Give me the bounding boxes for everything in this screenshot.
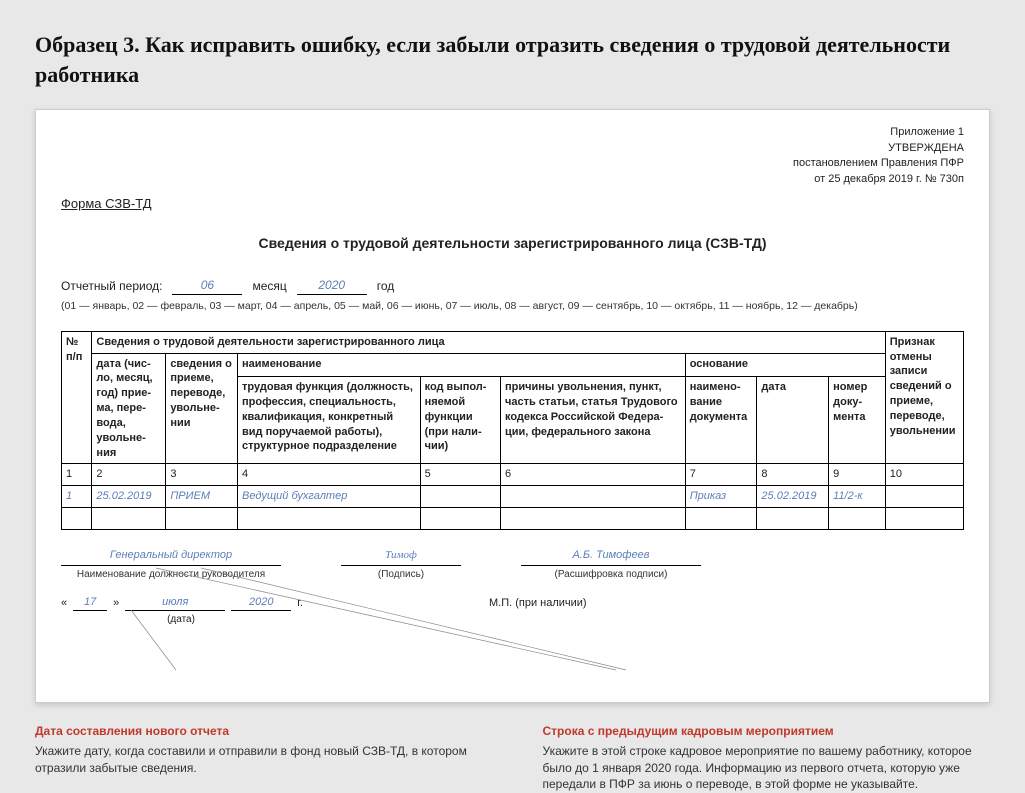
cell-n: 1 (62, 486, 92, 508)
colnum: 6 (500, 464, 685, 486)
period-month-word: месяц (252, 278, 286, 294)
signatures-row: Генеральный директор Наименование должно… (61, 548, 964, 581)
th-npp: № п/п (62, 331, 92, 464)
date-month: июля (125, 595, 225, 611)
colnum: 2 (92, 464, 166, 486)
annotation-right: Строка с предыдущим кадровым мероприятие… (543, 723, 991, 793)
sig-name-label: (Расшифровка подписи) (521, 568, 701, 582)
annotation-right-body: Укажите в этой строке кадровое мероприят… (543, 743, 991, 793)
th-func: трудовая функция (должность, профессия, … (238, 377, 421, 464)
approval-block: Приложение 1 УТВЕРЖДЕНА постановлением П… (61, 125, 964, 187)
annotation-left-body: Укажите дату, когда составили и отправил… (35, 743, 483, 777)
date-g: г. (297, 596, 303, 611)
colnum: 9 (829, 464, 886, 486)
cell-cancel (885, 486, 963, 508)
approval-line: УТВЕРЖДЕНА (61, 141, 964, 156)
annotation-left: Дата составления нового отчета Укажите д… (35, 723, 483, 793)
th-code: код выпол­няемой функции (при нали­чии) (420, 377, 500, 464)
approval-line: Приложение 1 (61, 125, 964, 140)
colnum: 7 (685, 464, 757, 486)
colnum: 1 (62, 464, 92, 486)
th-main: Сведения о трудовой деятельности зарегис… (92, 331, 885, 353)
mp: М.П. (при наличии) (489, 596, 587, 611)
th-basis: основание (685, 353, 885, 377)
sig-name-value: А.Б. Тимофеев (521, 548, 701, 566)
approval-line: постановлением Правления ПФР (61, 156, 964, 171)
date-day: 17 (73, 595, 107, 611)
blank-row (62, 508, 964, 530)
cell-sved: ПРИЕМ (166, 486, 238, 508)
sig-name: А.Б. Тимофеев (Расшифровка подписи) (521, 548, 701, 581)
th-date: дата (чис­ло, месяц, год) прие­ма, пере­… (92, 353, 166, 464)
cell-docnum: 11/2-к (829, 486, 886, 508)
th-cancel: Признак отмены записи сведений о приеме,… (885, 331, 963, 464)
sig-position-value: Генеральный директор (61, 548, 281, 566)
date-year: 2020 (231, 595, 291, 611)
period-year-word: год (377, 278, 395, 294)
colnum: 4 (238, 464, 421, 486)
colnums-row: 1 2 3 4 5 6 7 8 9 10 (62, 464, 964, 486)
approval-line: от 25 декабря 2019 г. № 730п (61, 172, 964, 187)
sig-sign: Тимоф (Подпись) (341, 548, 461, 581)
sig-position-label: Наименование должности руководителя (61, 568, 281, 582)
doc-title: Сведения о трудовой деятельности зарегис… (61, 234, 964, 253)
form-table: № п/п Сведения о трудовой деятельности з… (61, 331, 964, 530)
period-label: Отчетный период: (61, 278, 162, 294)
th-docname: наимено­вание документа (685, 377, 757, 464)
date-sub: (дата) (61, 613, 301, 627)
form-name: Форма СЗВ-ТД (61, 195, 964, 213)
document-sheet: Приложение 1 УТВЕРЖДЕНА постановлением П… (35, 109, 990, 702)
page-title: Образец 3. Как исправить ошибку, если за… (35, 30, 990, 89)
annotation-right-title: Строка с предыдущим кадровым мероприятие… (543, 723, 991, 739)
months-legend: (01 — январь, 02 — февраль, 03 — март, 0… (61, 299, 964, 313)
q-close: » (113, 596, 119, 611)
period-row: Отчетный период: 06 месяц 2020 год (61, 277, 964, 294)
cell-docname: Приказ (685, 486, 757, 508)
th-docdate: дата (757, 377, 829, 464)
cell-code (420, 486, 500, 508)
period-year-value: 2020 (297, 277, 367, 294)
date-row: « 17 » июля 2020 г. М.П. (при наличии) (61, 595, 964, 611)
colnum: 5 (420, 464, 500, 486)
cell-docdate: 25.02.2019 (757, 486, 829, 508)
th-naim: наименование (238, 353, 686, 377)
annotations: Дата составления нового отчета Укажите д… (35, 723, 990, 793)
th-sved: сведения о приеме, переводе, увольне­нии (166, 353, 238, 464)
cell-date: 25.02.2019 (92, 486, 166, 508)
cell-reason (500, 486, 685, 508)
sig-position: Генеральный директор Наименование должно… (61, 548, 281, 581)
cell-func: Ведущий бухгалтер (238, 486, 421, 508)
sig-sign-value: Тимоф (341, 548, 461, 566)
q-open: « (61, 596, 67, 611)
sig-sign-label: (Подпись) (341, 568, 461, 582)
th-docnum: номер доку­мента (829, 377, 886, 464)
period-month-value: 06 (172, 277, 242, 294)
data-row: 1 25.02.2019 ПРИЕМ Ведущий бухгалтер При… (62, 486, 964, 508)
colnum: 3 (166, 464, 238, 486)
th-reason: причины увольнения, пункт, часть статьи,… (500, 377, 685, 464)
annotation-left-title: Дата составления нового отчета (35, 723, 483, 739)
colnum: 8 (757, 464, 829, 486)
colnum: 10 (885, 464, 963, 486)
